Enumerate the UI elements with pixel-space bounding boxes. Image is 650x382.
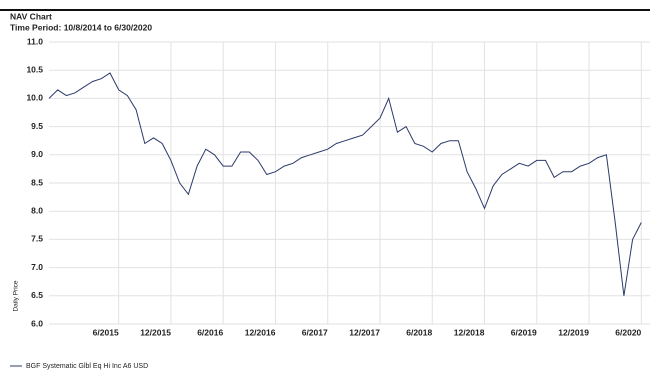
y-tick-label: 8.5: [31, 177, 43, 187]
x-tick-label: 6/2020: [615, 327, 641, 337]
x-tick-label: 12/2018: [454, 327, 485, 337]
x-tick-label: 6/2016: [197, 327, 223, 337]
y-tick-label: 6.0: [31, 318, 43, 328]
y-tick-label: 9.5: [31, 121, 43, 131]
y-tick-label: 10.5: [26, 64, 43, 74]
x-tick-label: 6/2019: [511, 327, 537, 337]
x-tick-label: 12/2016: [245, 327, 276, 337]
y-axis-label: Daily Price: [13, 280, 20, 311]
header-rule: [0, 9, 650, 11]
y-tick-label: 11.0: [27, 36, 43, 46]
y-tick-label: 9.0: [31, 149, 43, 159]
data-line: [48, 72, 642, 296]
y-tick-label: 8.0: [31, 205, 43, 215]
chart-subtitle: Time Period: 10/8/2014 to 6/30/2020: [10, 22, 152, 32]
x-tick-label: 12/2019: [558, 327, 589, 337]
y-tick-label: 7.5: [31, 234, 43, 244]
chart-title: NAV Chart: [10, 11, 52, 21]
y-tick-label: 10.0: [26, 93, 43, 103]
x-tick-label: 6/2017: [302, 327, 328, 337]
x-tick-label: 12/2015: [140, 327, 171, 337]
x-tick-label: 6/2018: [406, 327, 432, 337]
legend-label: BGF Systematic Glbl Eq Hi Inc A6 USD: [26, 363, 148, 370]
x-tick-label: 12/2017: [349, 327, 380, 337]
y-tick-label: 7.0: [31, 262, 43, 272]
x-tick-label: 6/2015: [93, 327, 119, 337]
y-tick-label: 6.5: [31, 290, 43, 300]
